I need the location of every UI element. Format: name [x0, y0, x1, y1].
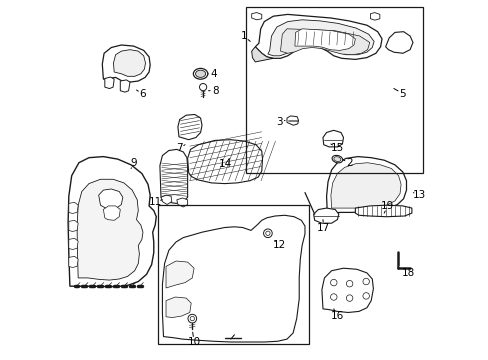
Polygon shape [166, 261, 194, 288]
Polygon shape [286, 116, 298, 125]
Polygon shape [321, 268, 373, 312]
Text: 12: 12 [273, 240, 286, 250]
Text: 18: 18 [401, 268, 414, 278]
Polygon shape [69, 238, 78, 249]
Polygon shape [370, 13, 379, 20]
Text: 19: 19 [380, 201, 394, 211]
Polygon shape [102, 45, 150, 82]
Text: 4: 4 [210, 69, 217, 79]
Text: 16: 16 [330, 311, 343, 321]
Circle shape [362, 278, 368, 285]
Polygon shape [251, 13, 261, 20]
Circle shape [362, 293, 368, 299]
Bar [158, 205, 309, 344]
Polygon shape [120, 80, 130, 92]
Text: 1: 1 [240, 31, 246, 41]
Polygon shape [385, 32, 412, 53]
Text: 6: 6 [140, 89, 146, 99]
Circle shape [346, 295, 352, 301]
Polygon shape [68, 157, 156, 287]
Circle shape [330, 294, 336, 300]
Polygon shape [294, 29, 355, 50]
Text: 3: 3 [275, 117, 282, 127]
Polygon shape [280, 29, 369, 55]
Polygon shape [69, 256, 78, 267]
Text: 11: 11 [148, 197, 162, 207]
Polygon shape [99, 189, 122, 209]
Polygon shape [187, 140, 262, 184]
Polygon shape [326, 157, 406, 213]
Polygon shape [160, 149, 187, 203]
Circle shape [199, 84, 206, 91]
Ellipse shape [331, 156, 342, 163]
Polygon shape [77, 179, 142, 280]
Polygon shape [161, 195, 171, 204]
Polygon shape [330, 163, 400, 208]
Polygon shape [178, 114, 202, 140]
Text: 7: 7 [175, 143, 182, 153]
Polygon shape [104, 77, 114, 89]
Text: 9: 9 [130, 158, 137, 168]
Text: 8: 8 [212, 86, 219, 96]
Polygon shape [113, 50, 145, 76]
Polygon shape [69, 202, 78, 213]
Polygon shape [355, 205, 411, 217]
Text: 17: 17 [316, 222, 330, 233]
Ellipse shape [193, 68, 207, 79]
Ellipse shape [333, 157, 340, 162]
Text: 5: 5 [399, 89, 406, 99]
Polygon shape [322, 130, 343, 147]
Text: 13: 13 [412, 190, 425, 200]
Polygon shape [255, 14, 381, 59]
Ellipse shape [195, 70, 205, 77]
Circle shape [190, 316, 194, 321]
Polygon shape [103, 206, 120, 220]
Polygon shape [166, 297, 191, 318]
Circle shape [330, 279, 336, 286]
Polygon shape [267, 20, 373, 56]
Circle shape [263, 229, 272, 238]
Text: 15: 15 [330, 143, 343, 153]
Polygon shape [162, 215, 305, 342]
Polygon shape [69, 220, 78, 231]
Text: 2: 2 [346, 158, 352, 168]
Bar [246, 7, 422, 173]
Polygon shape [177, 198, 187, 207]
Circle shape [346, 280, 352, 287]
Circle shape [265, 231, 269, 235]
Circle shape [187, 314, 196, 323]
Text: 10: 10 [187, 337, 200, 347]
Polygon shape [313, 208, 338, 223]
Polygon shape [251, 47, 273, 62]
Text: 14: 14 [219, 159, 232, 169]
